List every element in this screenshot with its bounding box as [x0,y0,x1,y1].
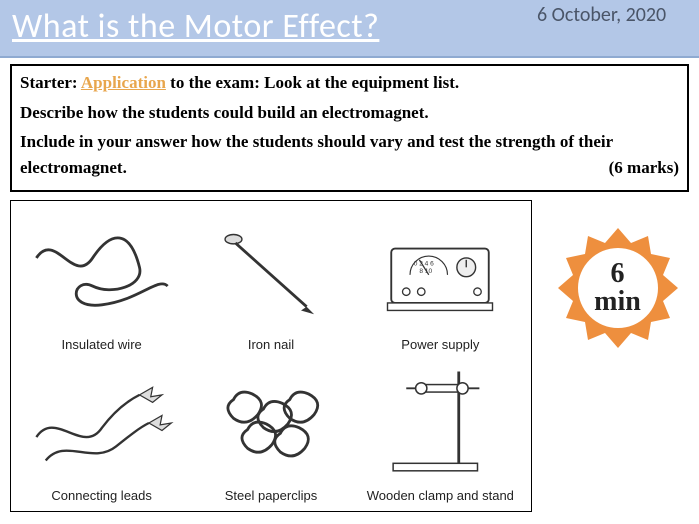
header-bar: What is the Motor Effect? 6 October, 202… [0,0,699,58]
equipment-item-connecting-leads: Connecting leads [17,356,186,507]
equipment-item-insulated-wire: Insulated wire [17,205,186,356]
starter-line-1: Starter: Application to the exam: Look a… [20,70,679,96]
iron-nail-icon [196,209,346,335]
starter-label: Starter: [20,73,78,92]
equipment-item-power-supply: 0 2 4 6 8 10 Power supply [356,205,525,356]
starter-line-3-text: Include in your answer how the students … [20,132,613,177]
content-row: Insulated wire Iron nail 0 2 4 6 8 10 [0,198,699,512]
timer-badge: 6 min [554,224,682,352]
starter-line-2: Describe how the students could build an… [20,100,679,126]
starter-box: Starter: Application to the exam: Look a… [10,64,689,192]
equipment-label: Power supply [401,337,479,352]
starter-keyword: Application [81,73,166,92]
timer-value: 6 [611,260,625,288]
svg-text:8 10: 8 10 [420,268,433,275]
equipment-label: Wooden clamp and stand [367,488,514,503]
timer-text: 6 min [554,224,682,352]
equipment-label: Iron nail [248,337,294,352]
equipment-label: Steel paperclips [225,488,318,503]
marks-label: (6 marks) [609,155,679,181]
equipment-label: Connecting leads [51,488,151,503]
equipment-grid: Insulated wire Iron nail 0 2 4 6 8 10 [10,200,532,512]
paperclips-icon [196,360,346,486]
equipment-item-clamp-stand: Wooden clamp and stand [356,356,525,507]
equipment-label: Insulated wire [62,337,142,352]
connecting-leads-icon [27,360,177,486]
page-title: What is the Motor Effect? [0,0,529,56]
insulated-wire-icon [27,209,177,335]
equipment-item-steel-paperclips: Steel paperclips [186,356,355,507]
date-label: 6 October, 2020 [529,0,699,56]
clamp-stand-icon [365,360,515,486]
timer-unit: min [594,288,641,316]
timer-badge-wrap: 6 min [546,200,689,512]
starter-line-3: Include in your answer how the students … [20,129,679,180]
svg-text:0 2 4 6: 0 2 4 6 [414,260,434,267]
equipment-item-iron-nail: Iron nail [186,205,355,356]
power-supply-icon: 0 2 4 6 8 10 [365,209,515,335]
starter-rest-1: to the exam: Look at the equipment list. [166,73,459,92]
